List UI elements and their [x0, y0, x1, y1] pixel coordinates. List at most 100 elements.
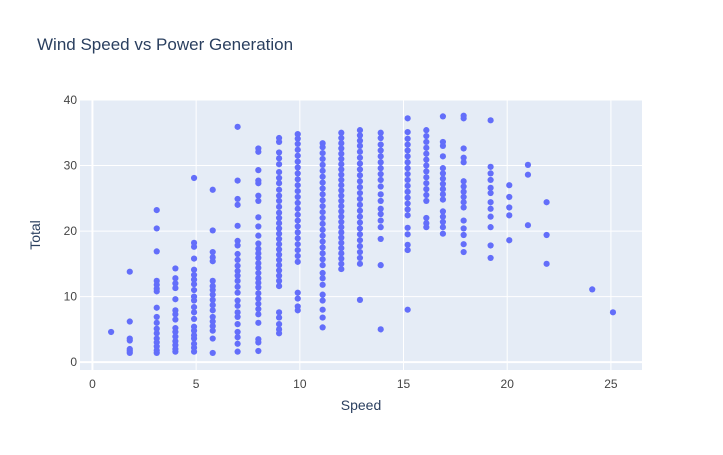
- data-point[interactable]: [294, 246, 301, 254]
- data-point[interactable]: [423, 224, 430, 231]
- data-point[interactable]: [487, 176, 494, 184]
- data-point[interactable]: [404, 212, 411, 219]
- data-point[interactable]: [319, 262, 326, 269]
- data-point[interactable]: [487, 199, 494, 206]
- data-point[interactable]: [460, 178, 467, 185]
- data-point[interactable]: [319, 185, 326, 192]
- data-point[interactable]: [338, 218, 345, 225]
- data-point[interactable]: [126, 268, 133, 275]
- data-point[interactable]: [294, 130, 301, 138]
- data-point[interactable]: [255, 245, 262, 252]
- data-point[interactable]: [338, 234, 345, 241]
- data-point[interactable]: [377, 205, 384, 212]
- data-point[interactable]: [294, 229, 301, 236]
- data-point[interactable]: [439, 224, 447, 231]
- data-point[interactable]: [356, 248, 364, 256]
- data-point[interactable]: [319, 155, 326, 163]
- data-point[interactable]: [404, 176, 411, 184]
- data-point[interactable]: [172, 275, 179, 282]
- data-point[interactable]: [338, 145, 345, 152]
- data-point[interactable]: [255, 295, 262, 302]
- data-point[interactable]: [209, 307, 216, 314]
- data-point[interactable]: [338, 140, 345, 147]
- data-point[interactable]: [209, 286, 216, 294]
- data-point[interactable]: [319, 144, 326, 151]
- data-point[interactable]: [487, 170, 494, 177]
- data-point[interactable]: [255, 223, 262, 230]
- data-point[interactable]: [319, 226, 326, 233]
- data-point[interactable]: [255, 269, 262, 277]
- data-point[interactable]: [506, 237, 513, 244]
- data-point[interactable]: [460, 154, 467, 161]
- data-point[interactable]: [190, 309, 198, 316]
- data-point[interactable]: [234, 222, 241, 229]
- data-point[interactable]: [190, 276, 198, 283]
- data-point[interactable]: [234, 201, 241, 208]
- data-point[interactable]: [255, 319, 262, 326]
- data-point[interactable]: [209, 322, 216, 330]
- data-point[interactable]: [319, 220, 326, 227]
- data-point[interactable]: [404, 153, 411, 160]
- data-point[interactable]: [294, 193, 301, 201]
- data-point[interactable]: [460, 159, 467, 166]
- data-point[interactable]: [356, 225, 364, 232]
- data-point[interactable]: [356, 201, 364, 208]
- data-point[interactable]: [404, 141, 411, 148]
- data-point[interactable]: [190, 281, 198, 288]
- data-point[interactable]: [460, 145, 467, 152]
- data-point[interactable]: [423, 186, 430, 193]
- data-point[interactable]: [506, 212, 513, 219]
- data-point[interactable]: [338, 265, 345, 273]
- data-point[interactable]: [190, 174, 198, 182]
- data-point[interactable]: [294, 140, 301, 148]
- data-point[interactable]: [404, 194, 411, 201]
- data-point[interactable]: [255, 311, 262, 318]
- data-point[interactable]: [439, 213, 447, 220]
- data-point[interactable]: [439, 142, 447, 149]
- data-point[interactable]: [234, 267, 241, 275]
- data-point[interactable]: [404, 231, 411, 238]
- data-point[interactable]: [190, 266, 198, 273]
- data-point[interactable]: [319, 269, 326, 277]
- data-point[interactable]: [153, 225, 160, 232]
- data-point[interactable]: [356, 254, 364, 262]
- data-point[interactable]: [172, 284, 179, 292]
- data-point[interactable]: [153, 248, 160, 255]
- data-point[interactable]: [338, 150, 345, 157]
- data-point[interactable]: [172, 333, 179, 340]
- data-point[interactable]: [423, 180, 430, 187]
- data-point[interactable]: [319, 203, 326, 210]
- data-point[interactable]: [190, 243, 198, 250]
- data-point[interactable]: [294, 176, 301, 183]
- data-point[interactable]: [172, 316, 179, 323]
- data-point[interactable]: [404, 224, 411, 231]
- data-point[interactable]: [487, 184, 494, 191]
- data-point[interactable]: [487, 213, 494, 220]
- data-point[interactable]: [275, 246, 283, 253]
- data-point[interactable]: [423, 162, 430, 169]
- data-point[interactable]: [294, 146, 301, 153]
- data-point[interactable]: [234, 309, 241, 316]
- data-point[interactable]: [377, 159, 384, 166]
- data-point[interactable]: [377, 134, 384, 142]
- data-point[interactable]: [439, 186, 447, 193]
- data-point[interactable]: [153, 325, 160, 332]
- data-point[interactable]: [319, 250, 326, 257]
- data-point[interactable]: [172, 280, 179, 287]
- data-point[interactable]: [356, 172, 364, 179]
- data-point[interactable]: [338, 166, 345, 173]
- data-point[interactable]: [153, 313, 160, 321]
- data-point[interactable]: [356, 213, 364, 220]
- data-point[interactable]: [319, 179, 326, 186]
- data-point[interactable]: [404, 147, 411, 154]
- data-point[interactable]: [377, 183, 384, 190]
- data-point[interactable]: [460, 231, 467, 239]
- data-point[interactable]: [294, 307, 301, 314]
- data-point[interactable]: [460, 217, 467, 224]
- data-point[interactable]: [423, 168, 430, 175]
- data-point[interactable]: [190, 271, 198, 279]
- data-point[interactable]: [294, 235, 301, 242]
- data-point[interactable]: [275, 180, 283, 187]
- data-point[interactable]: [190, 255, 198, 262]
- data-point[interactable]: [609, 309, 617, 316]
